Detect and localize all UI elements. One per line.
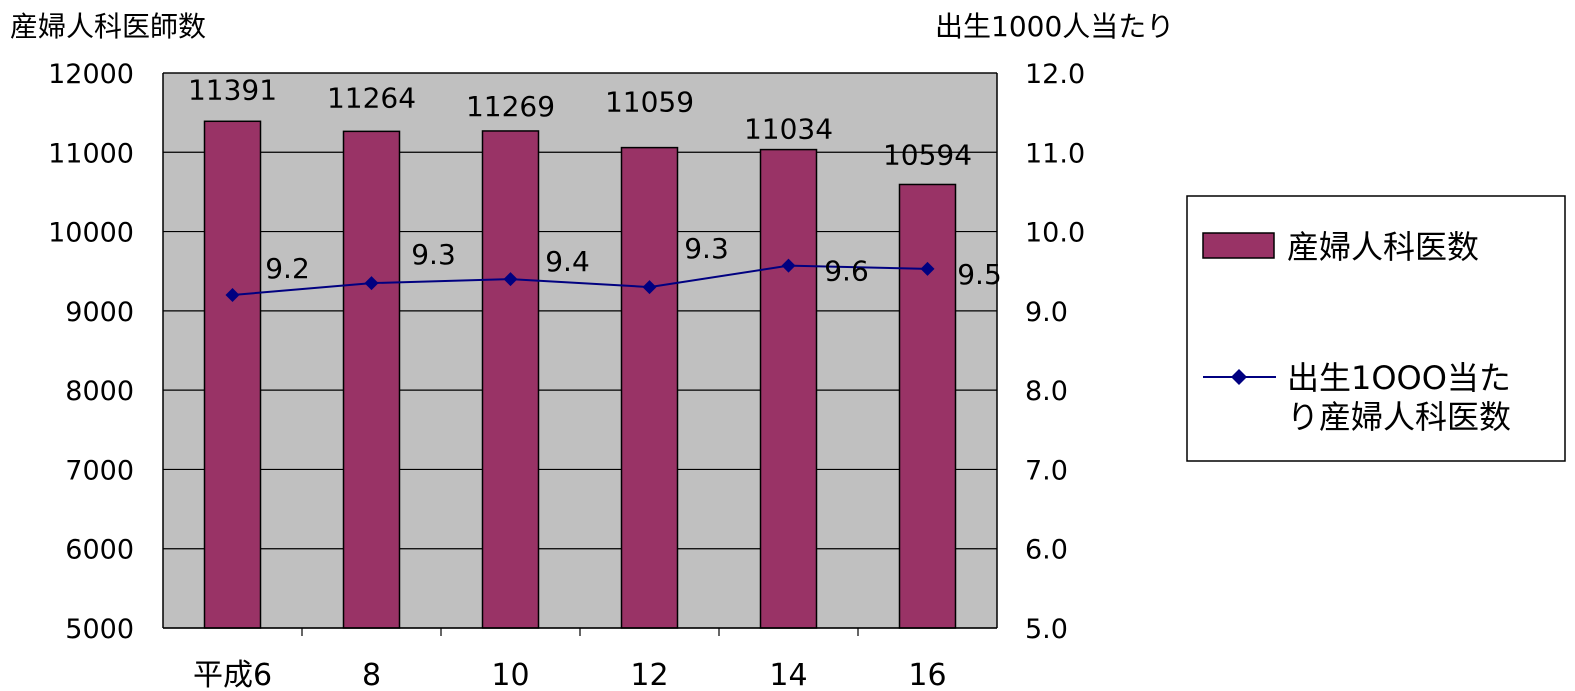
left-tick-label: 11000: [48, 138, 134, 169]
bar-series: [203, 120, 957, 629]
right-axis-ticks: 5.0 6.0 7.0 8.0 9.0 10.0 11.0 12.0: [1025, 59, 1085, 645]
bar: [620, 146, 679, 629]
line-point-marker: [920, 261, 935, 276]
left-tick-label: 9000: [65, 297, 134, 328]
bar-data-label: 10594: [883, 138, 972, 171]
x-axis-ticks: 平成6 8 10 12 14 16: [193, 658, 947, 691]
x-tick-label: 16: [908, 658, 946, 691]
bar: [203, 120, 262, 629]
x-tick-label: 12: [630, 658, 668, 691]
bar-data-label: 11264: [327, 81, 416, 114]
line-point-marker: [503, 272, 518, 287]
right-tick-label: 9.0: [1025, 297, 1068, 328]
line-point-marker: [225, 288, 240, 302]
legend-bar-label: 産婦人科医数: [1287, 228, 1479, 266]
bar-data-label: 11391: [188, 73, 277, 106]
bar: [759, 148, 818, 629]
left-axis-ticks: 5000 6000 7000 8000 9000 10000 11000 12000: [48, 59, 134, 645]
line-point-marker: [781, 258, 796, 273]
gridlines: [163, 72, 997, 629]
x-tick-label: 平成6: [193, 658, 272, 691]
left-tick-label: 6000: [65, 535, 134, 566]
left-tick-label: 7000: [65, 455, 134, 486]
right-tick-label: 5.0: [1025, 614, 1068, 645]
bar-data-label: 11059: [605, 86, 694, 119]
bar-data-labels: 11391 11264 11269 11059 11034 10594: [188, 73, 972, 171]
plot-area: [163, 73, 997, 628]
right-axis-title: 出生1000人当たり: [935, 10, 1174, 43]
bar: [898, 183, 957, 629]
line-series: [225, 258, 935, 302]
left-tick-label: 8000: [65, 376, 134, 407]
line-data-label: 9.4: [545, 245, 590, 278]
x-tick-label: 14: [769, 658, 807, 691]
right-tick-label: 8.0: [1025, 376, 1068, 407]
line-data-label: 9.3: [411, 238, 456, 271]
right-tick-label: 10.0: [1025, 218, 1085, 249]
x-tick-label: 10: [491, 658, 529, 691]
legend: 産婦人科医数 出生1OOO当た り産婦人科医数: [1186, 195, 1566, 462]
line-point-marker: [642, 280, 657, 295]
left-tick-label: 12000: [48, 59, 134, 90]
line-data-labels: 9.2 9.3 9.4 9.3 9.6 9.5: [265, 232, 1002, 291]
line-data-label: 9.5: [957, 258, 1002, 291]
line-data-label: 9.6: [824, 255, 869, 288]
left-tick-label: 10000: [48, 218, 134, 249]
right-tick-label: 6.0: [1025, 535, 1068, 566]
line-data-label: 9.3: [684, 232, 729, 265]
legend-line-marker: [1231, 369, 1247, 385]
left-axis-title: 産婦人科医師数: [10, 10, 206, 43]
line-point-marker: [364, 276, 379, 291]
line-data-label: 9.2: [265, 252, 310, 285]
right-tick-label: 11.0: [1025, 138, 1085, 169]
right-tick-label: 7.0: [1025, 455, 1068, 486]
legend-line-label-1: 出生1OOO当た: [1287, 359, 1511, 397]
x-tick-label: 8: [362, 658, 381, 691]
right-tick-label: 12.0: [1025, 59, 1085, 90]
left-tick-label: 5000: [65, 614, 134, 645]
series-line: [232, 264, 928, 296]
legend-bar-swatch: [1202, 232, 1275, 259]
bar: [342, 130, 401, 629]
bar-data-label: 11034: [744, 113, 833, 146]
bar: [481, 130, 540, 629]
legend-line-label-2: り産婦人科医数: [1287, 398, 1511, 436]
axes: [162, 72, 998, 636]
bar-data-label: 11269: [466, 90, 555, 123]
